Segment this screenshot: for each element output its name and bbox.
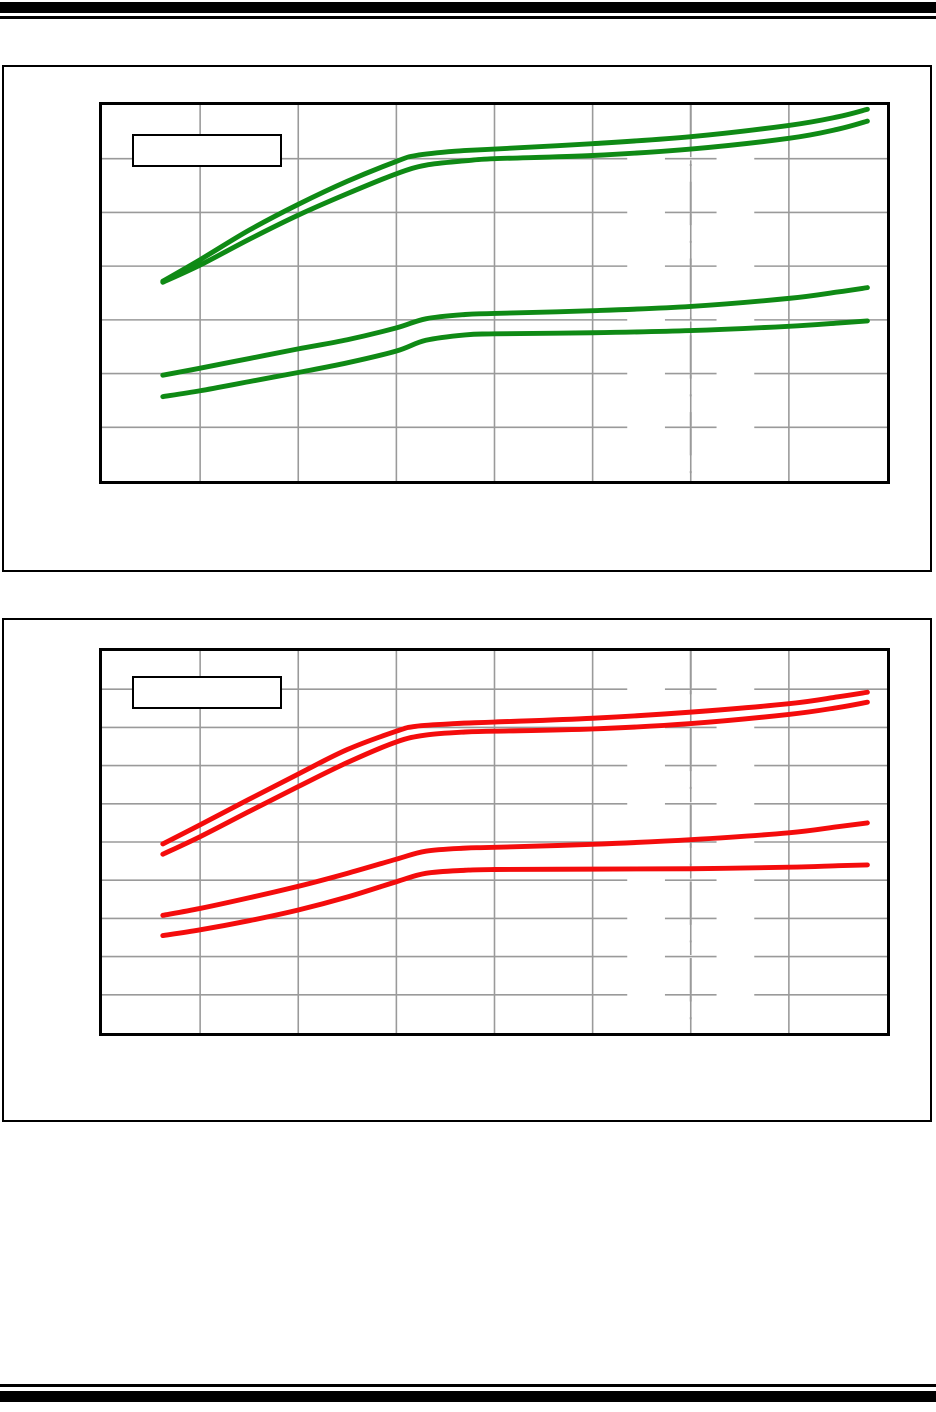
chart-legend-box-2 — [132, 676, 282, 709]
series-line-lower-b — [160, 318, 870, 400]
chart-canvas-1 — [102, 105, 887, 481]
chart-legend-box-1 — [132, 134, 282, 167]
series-line-lower-a — [160, 820, 870, 918]
series-line-lower-a — [160, 285, 870, 378]
chart-plot-area-2 — [99, 648, 890, 1036]
page-rule-bottom-thin — [0, 1384, 936, 1387]
series-line-lower-b — [160, 862, 870, 939]
page-rule-top-thick — [0, 2, 936, 13]
page-rule-bottom-thick — [0, 1391, 936, 1402]
series-line-upper-a — [160, 689, 870, 847]
series-line-upper-b — [160, 118, 870, 285]
series-line-upper-a — [160, 106, 870, 284]
series-line-upper-b — [160, 699, 870, 857]
page-rule-top-thin — [0, 16, 936, 19]
chart-canvas-2 — [102, 651, 887, 1033]
